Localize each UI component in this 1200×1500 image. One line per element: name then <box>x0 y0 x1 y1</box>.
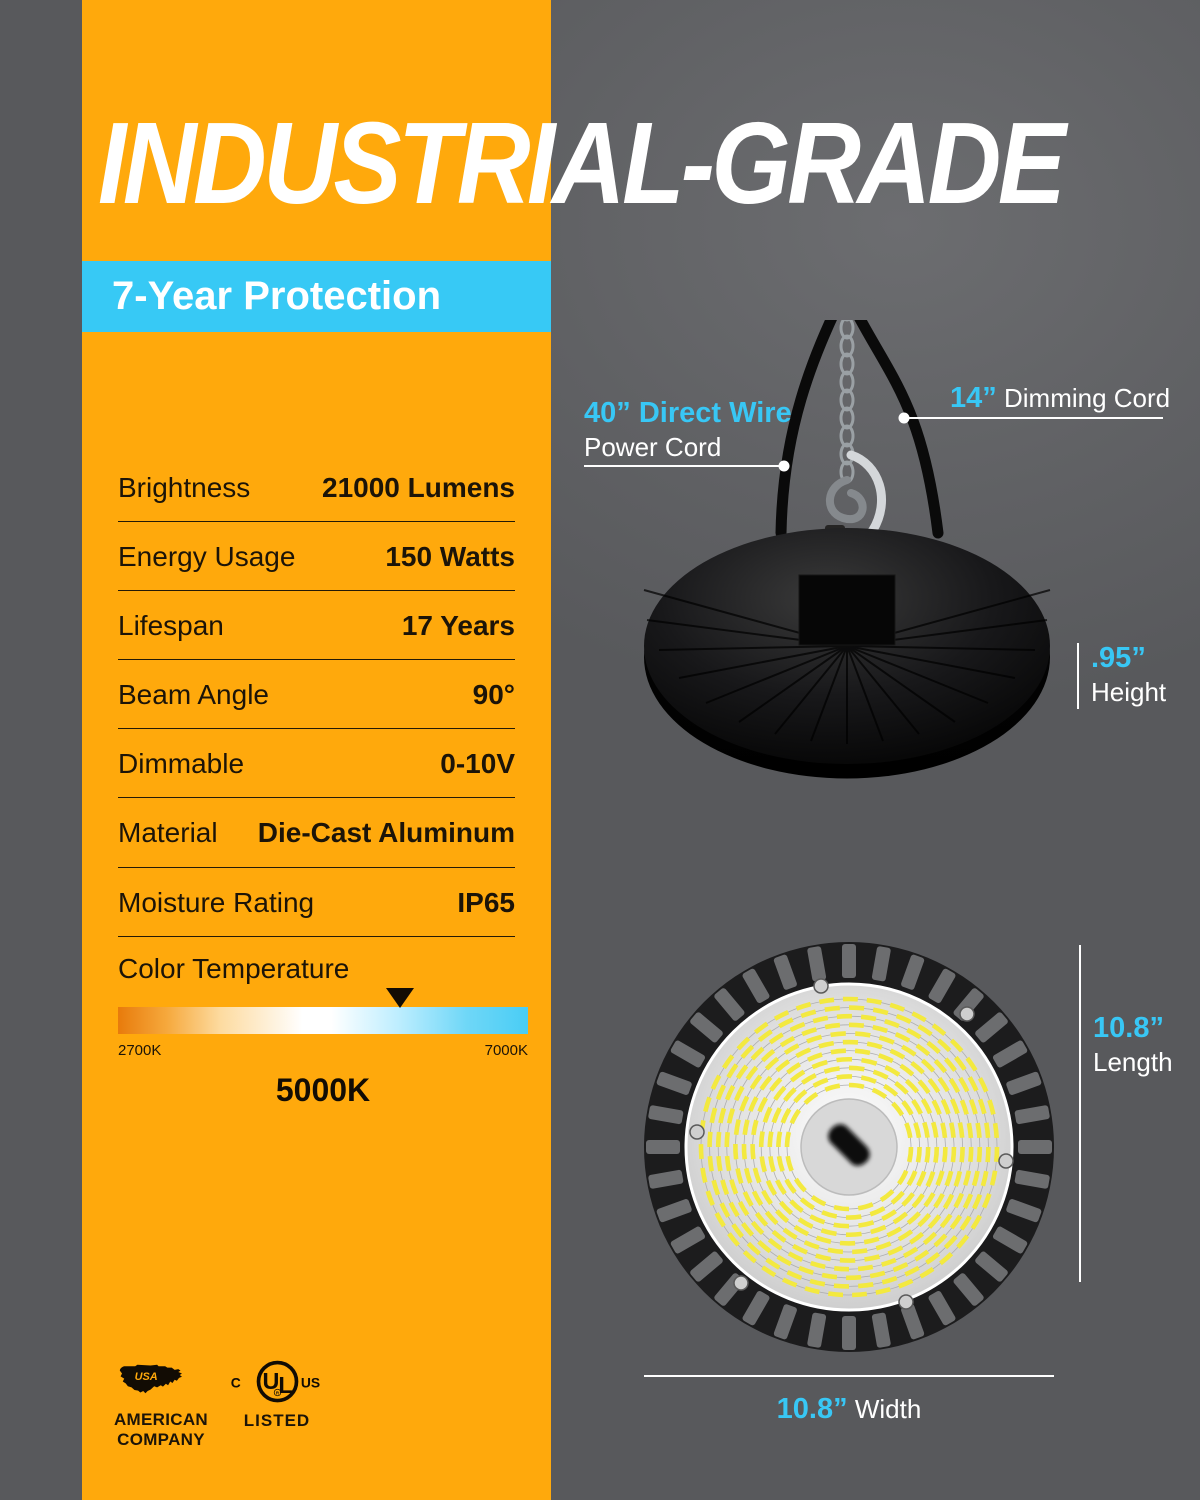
svg-text:USA: USA <box>134 1371 157 1383</box>
svg-text:C: C <box>230 1374 240 1390</box>
svg-text:US: US <box>300 1374 319 1390</box>
svg-text:U: U <box>262 1368 279 1394</box>
